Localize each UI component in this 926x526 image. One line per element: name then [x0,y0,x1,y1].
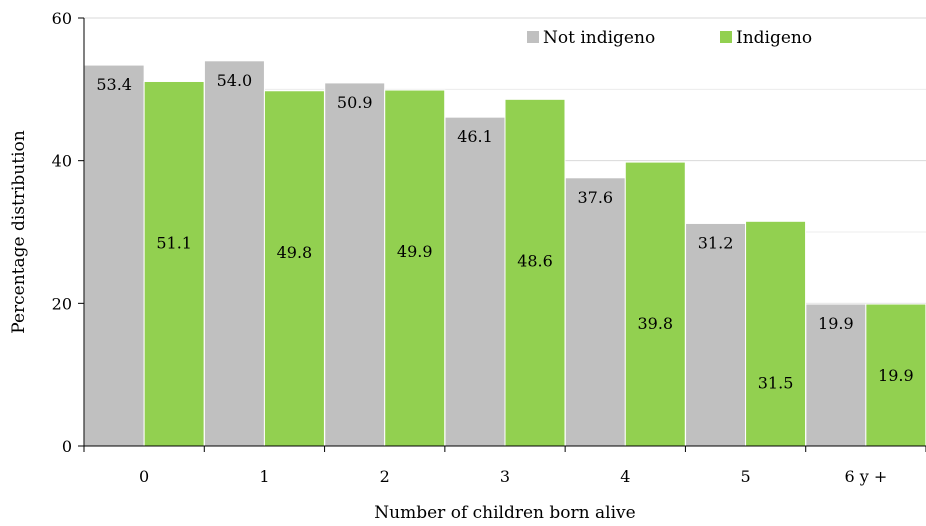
data-label: 19.9 [878,366,914,385]
data-label: 51.1 [156,233,192,252]
x-tick-label: 2 [380,467,390,486]
data-label: 49.9 [397,242,433,261]
bar-indigeno-1 [263,90,325,447]
bar-not-indigeno-4 [564,177,626,447]
x-tick-label: 4 [620,467,630,486]
bar-not-indigeno-1 [203,60,265,447]
data-label: 31.5 [758,373,794,392]
x-tick-label: 6 y + [844,467,887,486]
bar-indigeno-3 [504,98,566,447]
axes [78,17,926,452]
data-label: 48.6 [517,251,553,270]
y-tick-label: 20 [52,294,72,313]
bar-indigeno-5 [745,220,807,447]
legend-label: Not indigeno [543,28,655,48]
bar-indigeno-2 [384,89,446,447]
bar-not-indigeno-2 [324,82,386,447]
y-tick-labels: 0 20 40 60 [52,9,72,456]
y-tick-label: 60 [52,9,72,28]
legend-swatch [720,31,732,43]
y-tick-label: 40 [52,152,72,171]
data-label: 31.2 [698,233,734,252]
y-axis-title: Percentage distribution [9,130,29,333]
bars [83,60,926,447]
legend-swatch [527,31,539,43]
data-label: 53.4 [96,75,132,94]
data-label: 50.9 [337,93,373,112]
data-label: 49.8 [277,243,313,262]
data-label: 46.1 [457,127,493,146]
data-labels: 53.4 51.1 54.0 49.8 50.9 49.9 46.1 48.6 37.6 39.8… [96,71,914,392]
legend-label: Indigeno [736,28,812,48]
bar-indigeno-4 [624,161,686,447]
data-label: 39.8 [637,314,673,333]
x-tick-label: 0 [139,467,149,486]
x-tick-label: 1 [259,467,269,486]
bar-not-indigeno-3 [444,116,506,447]
bar-not-indigeno-5 [685,222,747,447]
x-tick-label: 3 [500,467,510,486]
x-tick-label: 5 [740,467,750,486]
bar-indigeno-0 [143,80,205,447]
legend: Not indigeno Indigeno [527,28,812,48]
x-axis-title: Number of children born alive [374,503,635,523]
data-label: 37.6 [577,188,613,207]
bar-not-indigeno-0 [83,64,145,447]
data-label: 54.0 [217,71,253,90]
x-tick-labels: 0 1 2 3 4 5 6 y + [139,467,887,486]
data-label: 19.9 [818,314,854,333]
y-tick-label: 0 [62,437,72,456]
